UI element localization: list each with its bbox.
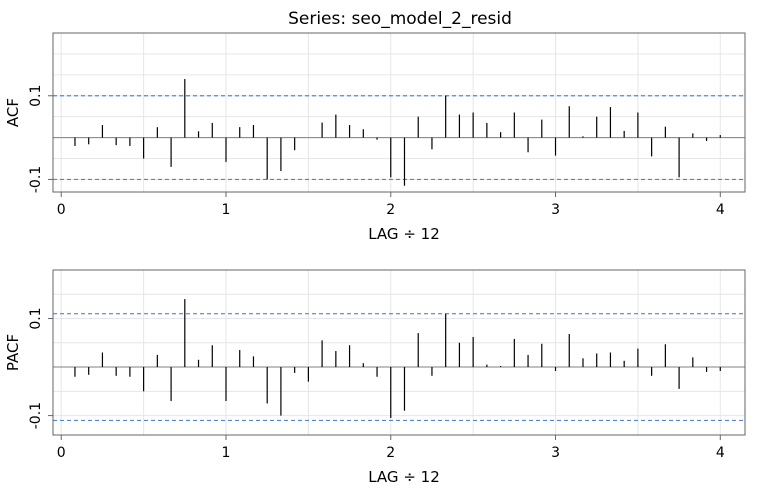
acf-x-tick-label: 0 <box>57 202 66 218</box>
pacf-y-axis-label: PACF <box>4 334 22 371</box>
pacf-x-tick-label: 4 <box>716 445 725 461</box>
pacf-y-tick-label: 0.1 <box>28 307 44 329</box>
pacf-x-tick-label: 2 <box>386 445 395 461</box>
acf-y-axis-label: ACF <box>4 98 22 127</box>
chart-title: Series: seo_model_2_resid <box>288 9 512 29</box>
pacf-frame <box>52 269 746 436</box>
pacf-panel: 0 1 2 3 4 -0.1 0.1 LAG ÷ 12 PACF <box>4 269 746 486</box>
acf-y-tick-label: -0.1 <box>28 166 44 193</box>
acf-x-tick-label: 4 <box>716 202 725 218</box>
acf-frame <box>52 32 746 193</box>
acf-x-axis-label: LAG ÷ 12 <box>368 225 440 243</box>
acf-x-tick-label: 3 <box>551 202 560 218</box>
pacf-x-axis-label: LAG ÷ 12 <box>368 468 440 486</box>
pacf-x-tick-label: 3 <box>551 445 560 461</box>
acf-x-tick-label: 2 <box>386 202 395 218</box>
pacf-y-tick-label: -0.1 <box>28 402 44 429</box>
acf-panel: 0 1 2 3 4 -0.1 0.1 LAG ÷ 12 ACF <box>4 32 746 243</box>
pacf-x-tick-label: 0 <box>57 445 66 461</box>
pacf-x-tick-label: 1 <box>222 445 231 461</box>
acf-x-tick-label: 1 <box>222 202 231 218</box>
acf-y-tick-label: 0.1 <box>28 85 44 107</box>
